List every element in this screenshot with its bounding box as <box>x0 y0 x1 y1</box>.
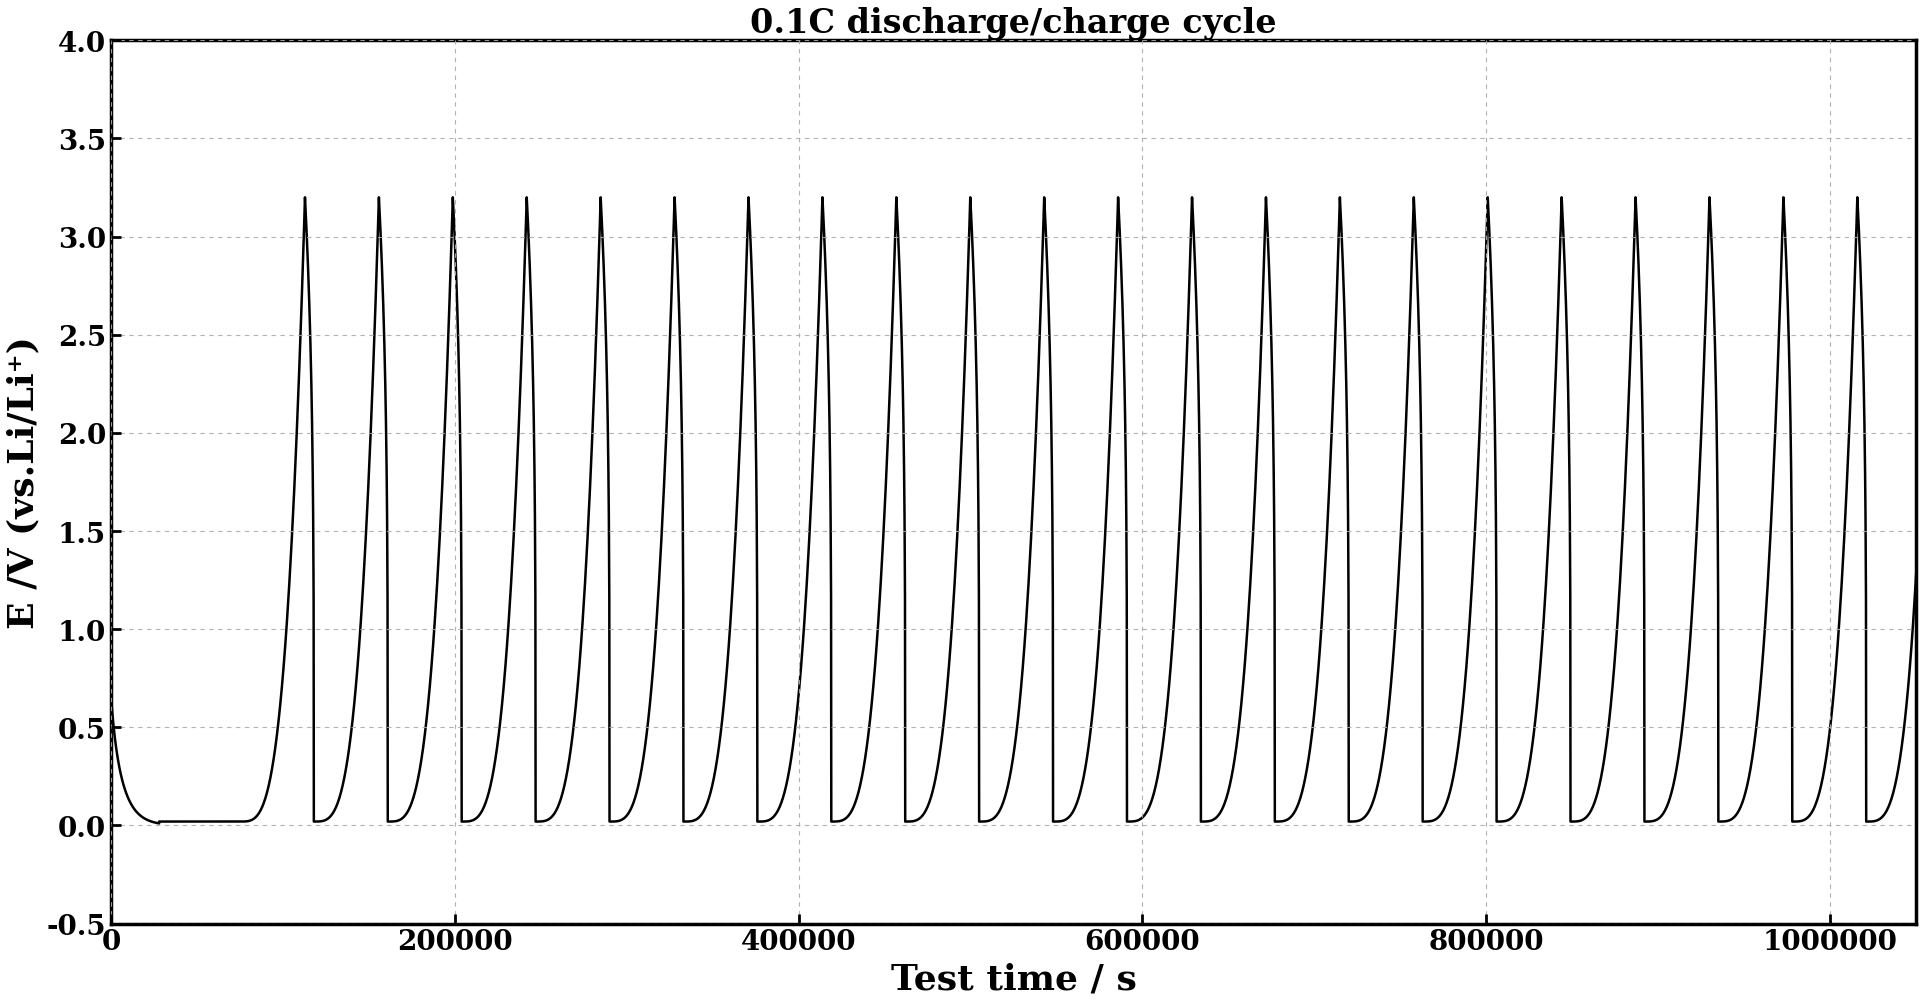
Title: 0.1C discharge/charge cycle: 0.1C discharge/charge cycle <box>750 7 1277 40</box>
X-axis label: Test time / s: Test time / s <box>890 961 1136 995</box>
Y-axis label: E /V (vs.Li/Li⁺): E /V (vs.Li/Li⁺) <box>8 337 40 629</box>
